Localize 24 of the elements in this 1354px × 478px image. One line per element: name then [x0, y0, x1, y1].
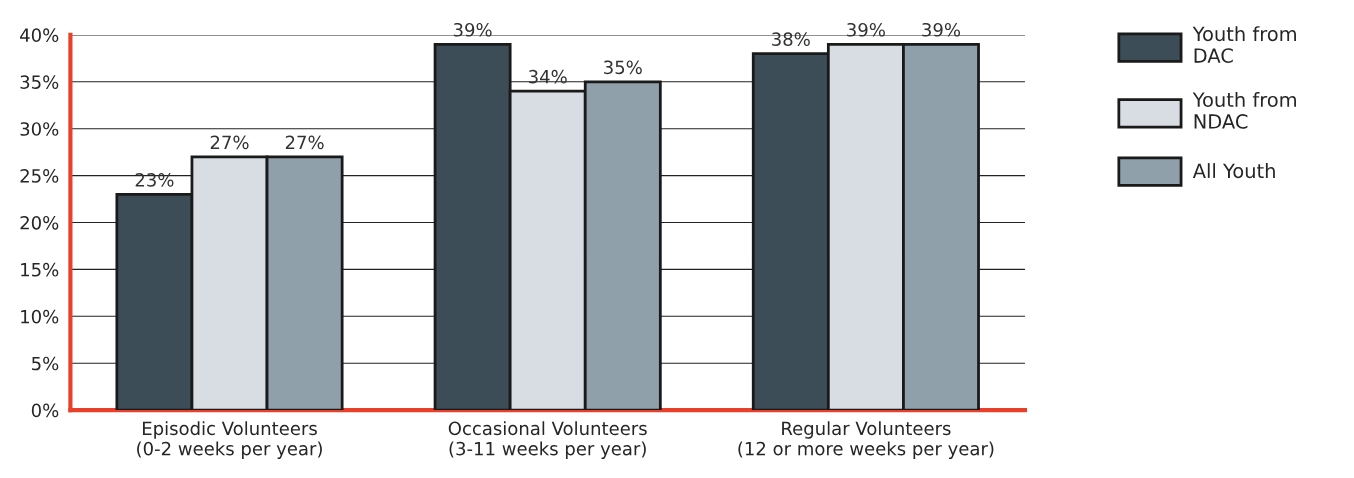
y-tick-label: 5% [32, 356, 59, 371]
x-tick-label: Regular Volunteers (12 or more weeks per year) [738, 421, 994, 459]
data-label: 38% [772, 32, 810, 46]
data-label: 39% [847, 22, 885, 37]
y-tick-label: 10% [21, 309, 59, 324]
data-label: 35% [604, 60, 642, 75]
legend-label: All Youth [1192, 163, 1275, 179]
y-tick-label: 40% [20, 28, 59, 43]
legend-label: Youth from NDAC [1192, 92, 1296, 129]
x-tick-label: Episodic Volunteers (0-2 weeks per year) [137, 421, 322, 459]
data-label: 39% [453, 22, 492, 37]
data-label: 23% [135, 173, 174, 187]
data-label: 39% [922, 22, 961, 37]
data-label: 27% [285, 135, 324, 150]
data-label: 27% [210, 135, 249, 150]
y-tick-label: 30% [20, 122, 59, 136]
y-tick-label: 25% [20, 169, 59, 183]
y-tick-label: 0% [31, 403, 59, 418]
y-tick-label: 35% [20, 75, 59, 89]
legend-label: Youth from DAC [1192, 26, 1296, 63]
y-tick-label: 20% [20, 215, 59, 230]
y-tick-label: 15% [21, 262, 59, 277]
x-tick-label: Occasional Volunteers (3-11 weeks per year) [448, 421, 647, 459]
data-label: 34% [529, 69, 567, 84]
